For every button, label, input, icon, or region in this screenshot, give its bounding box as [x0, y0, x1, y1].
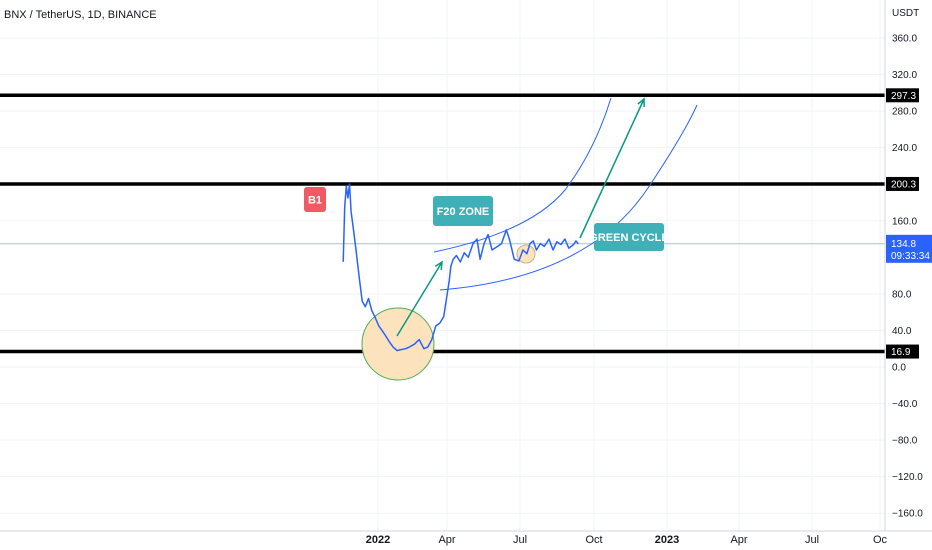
- x-tick-label: Oc: [873, 534, 888, 546]
- y-tick-label: 80.0: [892, 289, 912, 300]
- y-tick-label: −80.0: [892, 436, 918, 447]
- retest-circle: [516, 244, 536, 264]
- accumulation-circle: [361, 307, 435, 381]
- x-tick-label: 2023: [655, 534, 679, 546]
- x-tick-label: Apr: [438, 534, 455, 546]
- last-price-label: 134.8: [891, 239, 916, 250]
- price-line: [342, 183, 579, 352]
- y-tick-label: 40.0: [892, 326, 912, 337]
- note-text: F20 ZONE: [437, 206, 490, 218]
- note-box: [304, 187, 326, 212]
- y-tick-label: −160.0: [892, 509, 923, 520]
- channel-lower: [439, 104, 698, 291]
- level-tag-label: 200.3: [891, 179, 916, 190]
- level-tag: [886, 344, 919, 359]
- y-tick-label: 240.0: [892, 143, 917, 154]
- arrow-up-2: [579, 98, 645, 239]
- arrow-up-1: [396, 261, 443, 337]
- level-tag: [886, 176, 919, 191]
- x-tick-label: Apr: [730, 534, 747, 546]
- note-text: GREEN CYCLE: [589, 232, 668, 244]
- horizontal-levels: [0, 93, 885, 354]
- channel-upper: [433, 97, 612, 253]
- level-tag: [886, 88, 919, 103]
- currency-label: USDT: [892, 8, 919, 19]
- note-box: [433, 196, 493, 226]
- x-tick-label: Jul: [805, 534, 819, 546]
- level-tag-label: 16.9: [891, 347, 911, 358]
- grid-lines: [0, 0, 885, 531]
- arrow-up-1-head: [434, 260, 443, 271]
- y-tick-label: −120.0: [892, 472, 923, 483]
- annotation-notes: B1 F20 ZONE GREEN CYCLE: [304, 187, 669, 251]
- drawing-overlays: [361, 97, 698, 381]
- arrow-up-2-head: [637, 97, 645, 108]
- y-tick-label: 320.0: [892, 70, 917, 81]
- y-tick-label: 360.0: [892, 34, 917, 45]
- countdown-label: 09:33:34: [891, 251, 930, 262]
- note-box: [594, 223, 664, 251]
- chart-title: BNX / TetherUS, 1D, BINANCE: [4, 9, 157, 21]
- last-price-tag: [886, 234, 932, 263]
- x-tick-label: Jul: [513, 534, 527, 546]
- price-series: [342, 183, 579, 352]
- axis-price-tags: 297.3 200.3 16.9 134.809:33:34: [886, 88, 932, 359]
- x-tick-label: 2022: [366, 534, 390, 546]
- x-tick-label: Oct: [585, 534, 602, 546]
- y-tick-label: 0.0: [892, 363, 906, 374]
- y-tick-label: 160.0: [892, 216, 917, 227]
- note-text: B1: [308, 195, 322, 207]
- y-tick-label: −40.0: [892, 399, 918, 410]
- level-tag-label: 297.3: [891, 91, 916, 102]
- y-tick-label: 280.0: [892, 107, 917, 118]
